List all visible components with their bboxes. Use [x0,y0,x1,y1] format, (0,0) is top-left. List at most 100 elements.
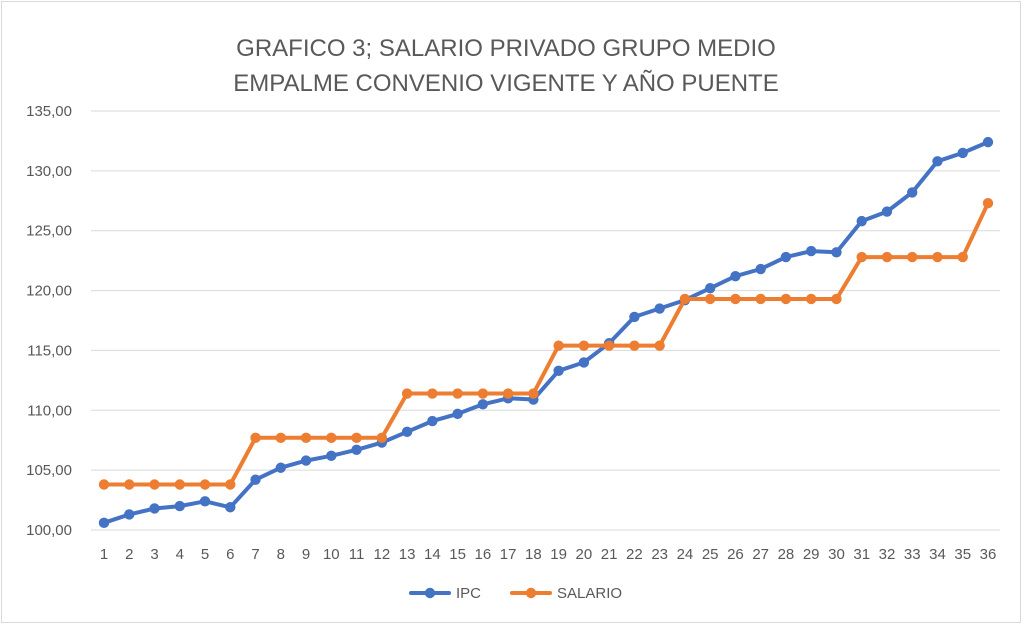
data-point-salario [806,293,817,305]
data-point-salario [553,340,564,351]
data-point-ipc [275,462,286,473]
y-tick-label: 100,00 [26,522,72,539]
chart-subtitle: EMPALME CONVENIO VIGENTE Y AÑO PUENTE [233,70,778,97]
data-point-salario [957,251,968,263]
data-point-salario [654,340,665,351]
x-tick-label: 16 [475,546,492,563]
x-tick-label: 10 [323,546,340,563]
data-point-ipc [250,474,261,485]
data-point-ipc [907,187,918,198]
data-point-ipc [553,365,564,376]
x-tick-label: 34 [929,546,946,563]
x-tick-label: 21 [601,546,618,563]
data-point-ipc [477,399,489,410]
data-point-ipc [730,271,741,282]
data-point-salario [856,251,867,263]
data-point-ipc [149,503,160,514]
gridlines [91,110,1000,531]
x-tick-label: 3 [150,546,158,563]
y-tick-label: 135,00 [26,103,72,120]
data-point-ipc [98,517,110,529]
series-group [98,136,994,529]
data-point-salario [452,388,463,399]
data-point-salario [679,293,691,305]
x-tick-label: 15 [449,546,466,563]
data-point-ipc [755,263,766,275]
data-point-ipc [957,147,968,159]
x-tick-label: 5 [201,546,209,563]
data-point-salario [225,479,236,490]
legend: IPC SALARIO [409,585,622,602]
data-point-salario [932,251,943,263]
data-point-ipc [124,509,135,520]
data-point-ipc [780,251,792,263]
data-point-ipc [174,500,185,512]
x-tick-label: 22 [626,546,643,563]
legend-marker-salario [525,587,537,599]
x-tick-label: 29 [803,546,820,563]
data-point-salario [351,432,362,444]
data-point-salario [124,479,135,490]
data-point-salario [427,388,438,399]
data-point-ipc [629,311,640,323]
data-point-salario [730,293,741,305]
x-tick-label: 11 [349,546,365,563]
legend-label-salario: SALARIO [557,585,622,602]
data-point-salario [326,432,337,444]
y-tick-label: 105,00 [26,462,72,479]
x-axis-ticks: 1 2 3 4 5 6 7 8 9 10 11 12 13 14 15 16 17 18 19 20 21 22 23 24 2… [100,546,997,563]
x-tick-label: 9 [302,546,310,563]
y-tick-label: 120,00 [26,283,72,300]
data-point-salario [907,251,918,263]
x-tick-label: 28 [778,546,795,563]
data-point-ipc [427,415,438,427]
data-point-ipc [932,156,943,167]
data-point-salario [477,388,489,399]
data-point-salario [704,293,716,305]
data-point-ipc [300,455,312,466]
data-point-salario [629,340,640,351]
x-tick-label: 26 [727,546,744,563]
data-point-salario [603,340,615,351]
x-tick-label: 12 [373,546,390,563]
x-tick-label: 4 [176,546,184,563]
data-point-salario [300,432,312,444]
x-tick-label: 7 [251,546,259,563]
x-tick-label: 25 [702,546,719,563]
data-point-ipc [452,408,463,420]
data-point-ipc [982,136,994,148]
x-tick-label: 1 [100,546,108,563]
data-point-salario [250,432,261,444]
data-point-ipc [199,496,211,507]
data-point-ipc [351,444,362,455]
chart-title: GRAFICO 3; SALARIO PRIVADO GRUPO MEDIO [236,35,776,62]
x-tick-label: 32 [879,546,896,563]
data-point-salario [528,388,539,399]
x-tick-label: 20 [576,546,593,563]
data-point-ipc [326,450,337,461]
data-point-salario [780,293,792,305]
x-tick-label: 27 [752,546,769,563]
y-axis-ticks: 100,00 105,00 110,00 115,00 120,00 125,00 130,… [26,103,72,539]
data-point-salario [755,293,766,305]
data-point-ipc [856,215,867,227]
x-tick-label: 30 [828,546,845,563]
x-tick-label: 24 [677,546,694,563]
y-tick-label: 125,00 [26,223,72,240]
x-tick-label: 36 [980,546,997,563]
x-tick-label: 13 [399,546,416,563]
x-tick-label: 14 [424,546,441,563]
data-point-salario [199,479,211,490]
data-point-salario [881,251,893,263]
x-tick-label: 8 [277,546,285,563]
data-point-salario [578,340,590,351]
data-point-salario [275,432,286,444]
data-point-ipc [578,357,590,368]
data-point-ipc [806,245,817,257]
y-tick-label: 110,00 [27,402,72,419]
data-point-ipc [831,247,842,258]
x-tick-label: 31 [853,546,870,563]
data-point-ipc [704,282,716,294]
